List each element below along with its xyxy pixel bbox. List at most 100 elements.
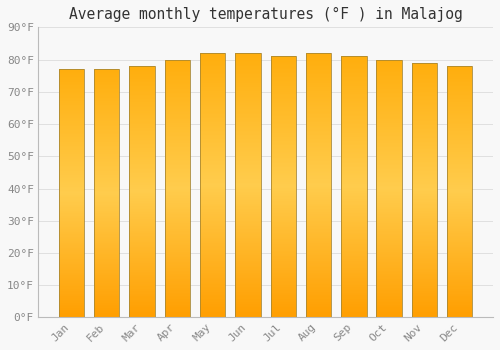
Bar [235, 70, 260, 72]
Bar [164, 219, 190, 221]
Bar [412, 259, 437, 260]
Bar [59, 69, 84, 317]
Bar [130, 232, 155, 233]
Bar [306, 149, 331, 151]
Bar [270, 119, 296, 120]
Bar [341, 189, 366, 191]
Bar [447, 261, 472, 262]
Bar [235, 148, 260, 149]
Bar [200, 290, 226, 291]
Bar [412, 237, 437, 239]
Bar [94, 140, 120, 141]
Bar [270, 85, 296, 86]
Bar [200, 244, 226, 245]
Bar [447, 315, 472, 316]
Bar [306, 312, 331, 314]
Bar [130, 309, 155, 310]
Bar [94, 110, 120, 111]
Bar [306, 189, 331, 191]
Bar [412, 244, 437, 245]
Bar [412, 132, 437, 133]
Bar [59, 152, 84, 154]
Bar [200, 309, 226, 311]
Bar [341, 199, 366, 200]
Bar [200, 53, 226, 317]
Bar [200, 53, 226, 54]
Bar [412, 163, 437, 164]
Bar [306, 68, 331, 69]
Bar [306, 303, 331, 304]
Bar [235, 251, 260, 253]
Bar [341, 251, 366, 252]
Bar [130, 182, 155, 183]
Bar [447, 218, 472, 219]
Bar [306, 263, 331, 265]
Bar [412, 121, 437, 122]
Bar [235, 139, 260, 140]
Bar [200, 60, 226, 61]
Bar [235, 304, 260, 306]
Bar [412, 194, 437, 195]
Bar [164, 312, 190, 314]
Bar [306, 126, 331, 127]
Bar [412, 114, 437, 115]
Bar [306, 274, 331, 275]
Bar [412, 269, 437, 270]
Bar [412, 191, 437, 193]
Bar [412, 205, 437, 207]
Bar [59, 117, 84, 118]
Bar [376, 105, 402, 106]
Bar [306, 122, 331, 123]
Bar [447, 181, 472, 182]
Bar [270, 67, 296, 68]
Bar [306, 276, 331, 278]
Bar [412, 142, 437, 143]
Bar [447, 115, 472, 116]
Bar [447, 88, 472, 89]
Bar [200, 96, 226, 97]
Bar [235, 176, 260, 177]
Bar [376, 238, 402, 239]
Bar [130, 251, 155, 252]
Bar [235, 298, 260, 299]
Bar [94, 275, 120, 276]
Bar [59, 131, 84, 133]
Bar [270, 228, 296, 229]
Bar [164, 278, 190, 279]
Bar [94, 139, 120, 140]
Bar [270, 310, 296, 311]
Bar [270, 167, 296, 169]
Bar [130, 77, 155, 78]
Bar [412, 119, 437, 120]
Bar [447, 143, 472, 144]
Bar [200, 122, 226, 123]
Bar [130, 104, 155, 105]
Bar [447, 149, 472, 150]
Bar [235, 238, 260, 239]
Bar [130, 101, 155, 103]
Bar [164, 229, 190, 230]
Bar [270, 278, 296, 280]
Bar [270, 148, 296, 149]
Bar [200, 247, 226, 249]
Bar [59, 70, 84, 72]
Bar [376, 91, 402, 92]
Bar [376, 182, 402, 183]
Bar [341, 173, 366, 174]
Bar [447, 316, 472, 317]
Bar [306, 210, 331, 212]
Bar [164, 119, 190, 120]
Bar [94, 208, 120, 210]
Bar [376, 315, 402, 316]
Bar [306, 304, 331, 306]
Bar [235, 295, 260, 296]
Bar [341, 154, 366, 155]
Bar [130, 129, 155, 130]
Bar [447, 163, 472, 164]
Bar [270, 154, 296, 155]
Bar [235, 201, 260, 203]
Bar [376, 223, 402, 225]
Bar [412, 160, 437, 161]
Bar [164, 261, 190, 262]
Bar [164, 294, 190, 295]
